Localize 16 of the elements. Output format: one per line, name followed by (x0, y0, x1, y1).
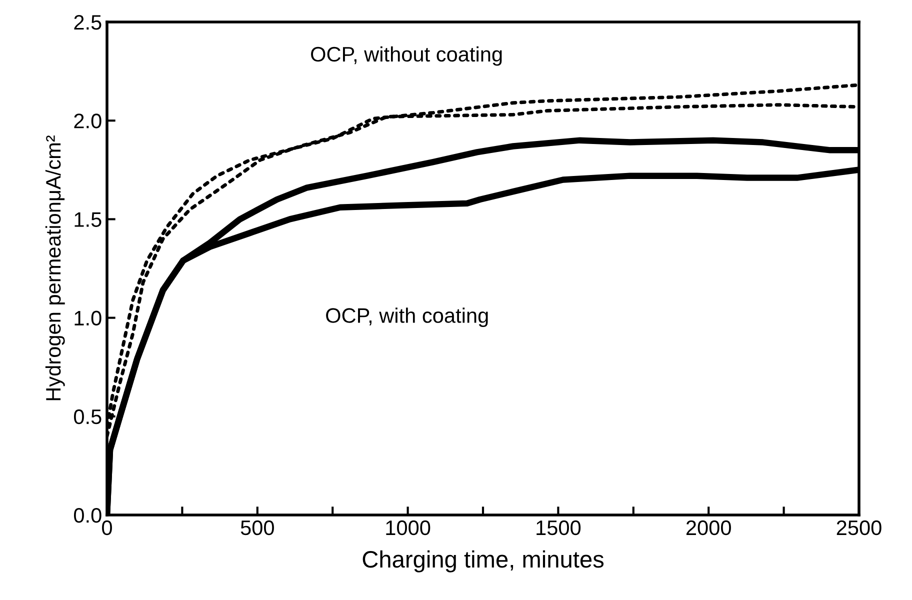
annotation: OCP, with coating (326, 308, 488, 328)
y-axis-title: Hydrogen permeationμA/cm² (45, 136, 65, 400)
x-tick-label: 500 (240, 520, 274, 536)
x-tick-label: 0 (102, 520, 112, 536)
y-tick-label: 1.0 (74, 310, 102, 326)
y-tick-label: 0.5 (74, 409, 102, 424)
y-tick-label: 0.0 (74, 508, 102, 523)
x-tick-label: 1500 (536, 520, 581, 536)
annotation: OCP, without coating (311, 46, 502, 66)
x-tick-label: 1000 (386, 520, 430, 536)
y-tick-label: 2.5 (74, 15, 102, 30)
x-tick-label: 2500 (836, 520, 882, 536)
x-tick-label: 2000 (686, 520, 731, 536)
x-axis-title: Charging time, minutes (362, 550, 604, 572)
y-tick-label: 2.0 (74, 114, 102, 128)
y-tick-label: 1.5 (74, 212, 102, 227)
